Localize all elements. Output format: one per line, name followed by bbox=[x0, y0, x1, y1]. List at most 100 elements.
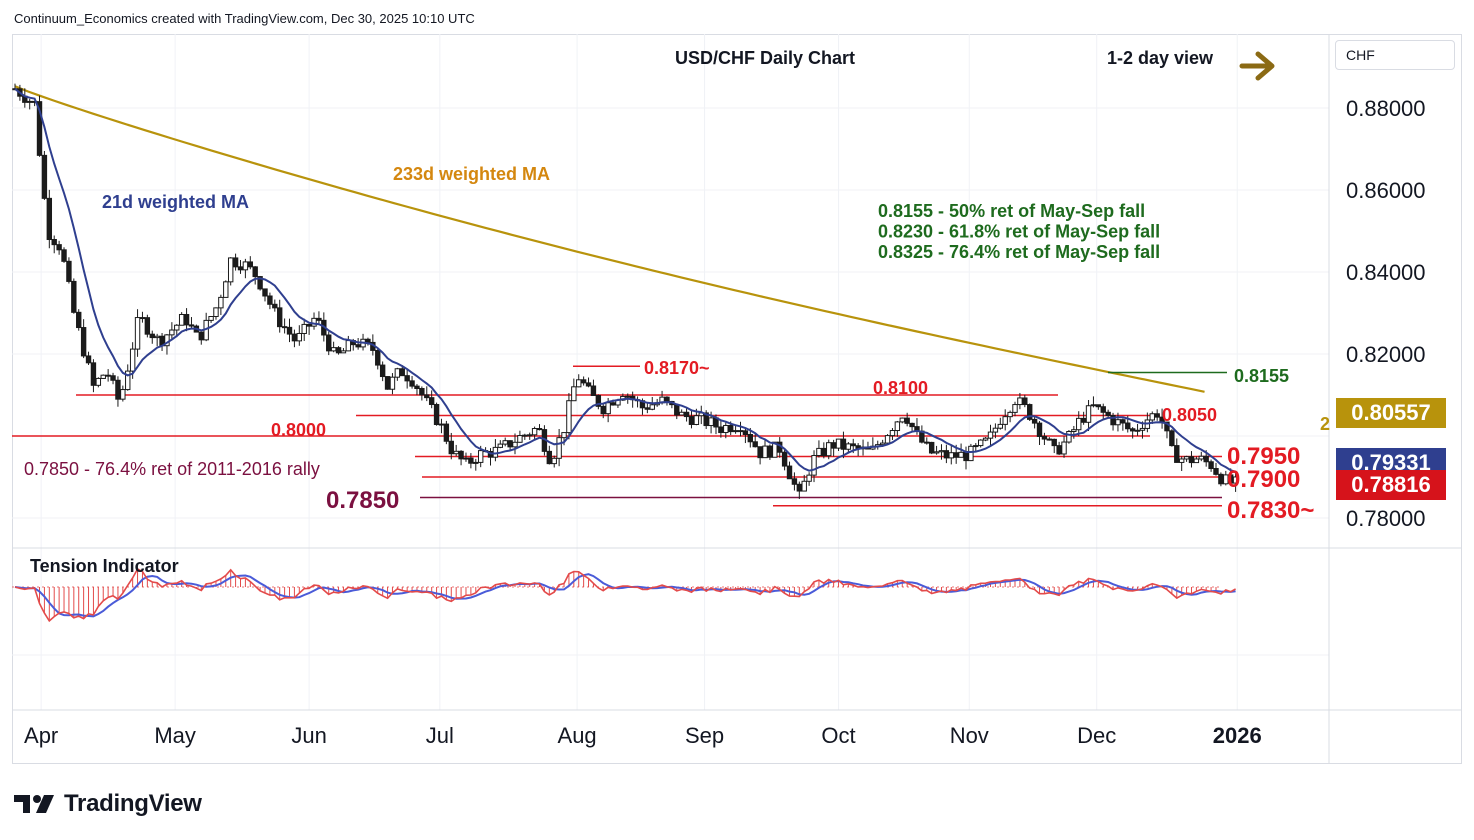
candle-body bbox=[757, 446, 763, 459]
candle-body bbox=[1085, 405, 1092, 423]
candle-body bbox=[218, 296, 224, 309]
candle-body bbox=[169, 329, 175, 336]
candle-body bbox=[561, 432, 567, 439]
time-tick-label: Oct bbox=[821, 723, 855, 748]
fib-note: 0.8155 - 50% ret of May-Sep fall bbox=[878, 201, 1145, 221]
time-tick-label: Jun bbox=[291, 723, 326, 748]
candle-body bbox=[1223, 474, 1229, 485]
candle-body bbox=[556, 437, 562, 459]
candle-body bbox=[625, 395, 631, 398]
candle-body bbox=[1203, 455, 1209, 463]
candle-body bbox=[41, 154, 48, 199]
candle-body bbox=[987, 431, 994, 439]
candle-body bbox=[840, 438, 847, 450]
candle-body bbox=[404, 375, 410, 382]
candle-body bbox=[1012, 404, 1018, 413]
candle-body bbox=[384, 376, 391, 390]
candle-body bbox=[968, 445, 974, 462]
time-tick-label: Sep bbox=[685, 723, 724, 748]
candle-body bbox=[786, 465, 793, 480]
candle-body bbox=[933, 451, 940, 454]
candle-body bbox=[286, 326, 293, 335]
candle-body bbox=[889, 430, 896, 437]
candle-body bbox=[252, 266, 258, 278]
level-label-8155: 0.8155 bbox=[1234, 366, 1289, 386]
candle-body bbox=[821, 447, 827, 457]
candle-body bbox=[752, 441, 758, 448]
candle-body bbox=[389, 376, 396, 390]
time-tick-label: Aug bbox=[558, 723, 597, 748]
candle-body bbox=[71, 280, 77, 313]
candle-body bbox=[409, 380, 415, 387]
candle-body bbox=[1232, 476, 1239, 484]
candle-body bbox=[453, 450, 459, 455]
candle-body bbox=[997, 423, 1004, 429]
chart-frame bbox=[12, 34, 1462, 764]
candle-body bbox=[727, 424, 734, 433]
price-tag-last: 0.78816 bbox=[1336, 469, 1446, 500]
candle-body bbox=[1046, 438, 1053, 441]
candle-body bbox=[742, 430, 749, 435]
candle-body bbox=[1031, 418, 1038, 424]
time-tick-label: May bbox=[154, 723, 196, 748]
candle-body bbox=[90, 362, 97, 386]
candle-body bbox=[1169, 430, 1175, 447]
candle-body bbox=[262, 288, 268, 297]
tension-fast-line bbox=[14, 567, 1236, 623]
candle-body bbox=[566, 400, 572, 434]
candle-body bbox=[512, 441, 518, 448]
candle-body bbox=[551, 457, 557, 465]
candle-body bbox=[1149, 413, 1155, 421]
candle-body bbox=[879, 442, 886, 446]
price-tick-label: 0.84000 bbox=[1346, 260, 1426, 285]
candle-body bbox=[1139, 427, 1146, 431]
level-label-7900: 0.7900 bbox=[1227, 466, 1300, 493]
candle-body bbox=[982, 437, 989, 441]
candle-body bbox=[174, 324, 180, 331]
candle-body bbox=[330, 347, 337, 352]
candle-body bbox=[1007, 411, 1013, 418]
candle-body bbox=[301, 323, 307, 334]
currency-selector[interactable]: CHF bbox=[1335, 40, 1455, 70]
ma21-curve bbox=[14, 88, 1236, 473]
price-axis: 0.88000 0.86000 0.84000 0.82000 0.78000 bbox=[1346, 96, 1426, 531]
candle-body bbox=[576, 379, 582, 388]
candle-body bbox=[154, 335, 160, 339]
candle-body bbox=[100, 374, 106, 379]
candle-body bbox=[448, 440, 454, 455]
candle-body bbox=[1066, 431, 1072, 443]
candle-body bbox=[1056, 445, 1062, 455]
ma233-line bbox=[14, 85, 1205, 393]
tension-lines bbox=[14, 567, 1236, 623]
candle-body bbox=[850, 443, 856, 447]
candle-body bbox=[958, 451, 964, 458]
tradingview-brand[interactable]: TradingView bbox=[14, 790, 202, 818]
right-arrow-icon bbox=[1239, 51, 1275, 81]
candle-body bbox=[281, 326, 288, 329]
candle-body bbox=[1090, 404, 1097, 407]
candle-body bbox=[257, 276, 263, 290]
candle-body bbox=[1193, 458, 1200, 464]
candle-body bbox=[1051, 438, 1057, 447]
candle-body bbox=[1036, 422, 1043, 437]
candle-body bbox=[1120, 419, 1126, 424]
candle-body bbox=[110, 375, 116, 381]
candle-body bbox=[585, 382, 592, 387]
candle-body bbox=[1017, 397, 1023, 406]
candle-body bbox=[527, 434, 533, 437]
candle-body bbox=[311, 317, 317, 327]
candle-body bbox=[458, 450, 464, 460]
candle-body bbox=[76, 311, 82, 329]
candle-body bbox=[678, 411, 685, 416]
level-label-8100: 0.8100 bbox=[873, 378, 928, 398]
candle-body bbox=[1227, 474, 1234, 484]
rally-note: 0.7850 - 76.4% ret of 2011-2016 rally bbox=[24, 459, 320, 479]
candle-body bbox=[835, 438, 842, 449]
candle-body bbox=[517, 435, 523, 443]
fib-note: 0.8230 - 61.8% ret of May-Sep fall bbox=[878, 222, 1160, 242]
candle-body bbox=[1134, 429, 1141, 432]
candle-body bbox=[208, 316, 214, 321]
candle-body bbox=[732, 430, 739, 433]
candle-body bbox=[277, 307, 283, 328]
